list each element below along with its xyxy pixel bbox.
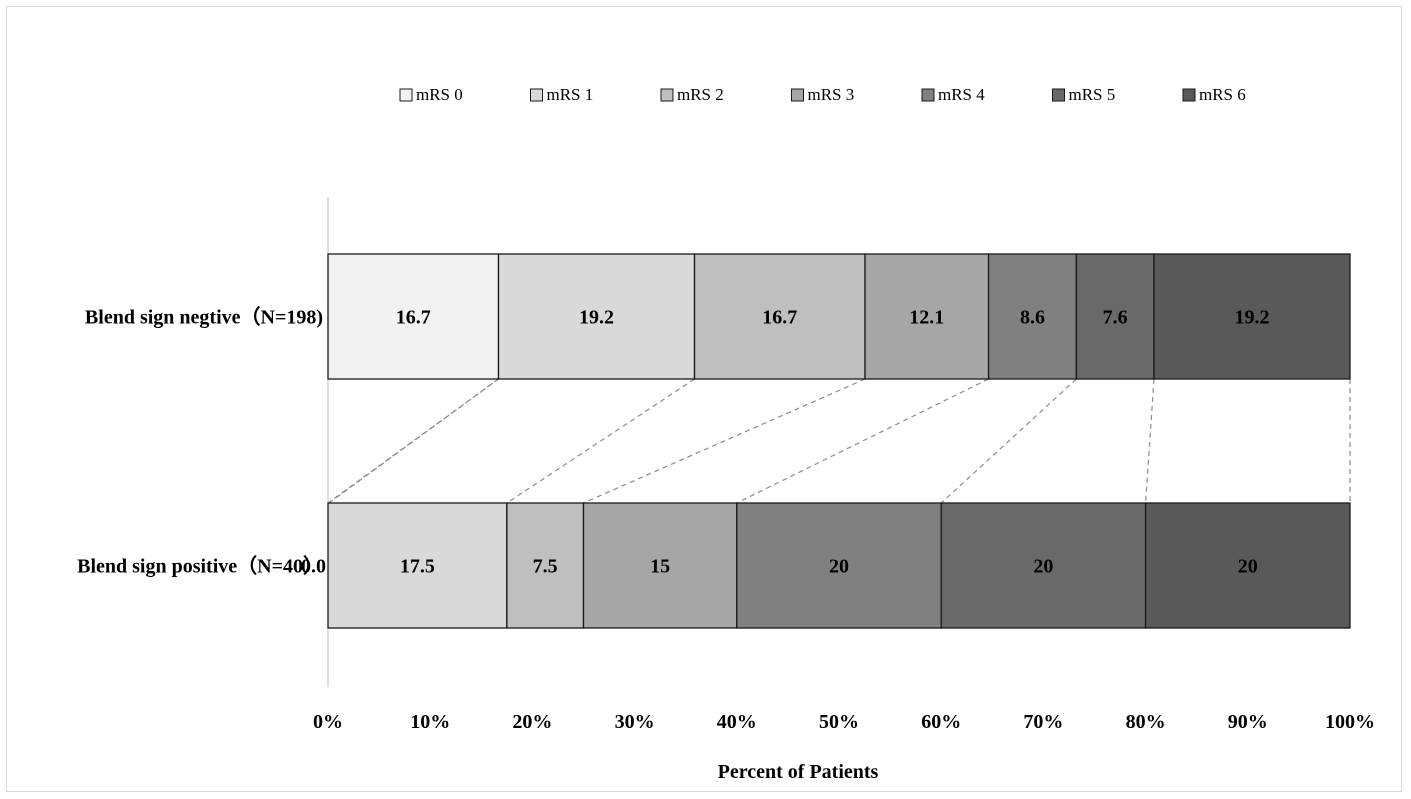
data-label-negative-mrs-0: 16.7: [396, 307, 431, 329]
legend-label-mrs-3: mRS 3: [808, 85, 855, 104]
data-label-negative-mrs-6: 19.2: [1234, 307, 1269, 329]
bar-positive-mrs-2: [506, 502, 585, 629]
legend-swatch-mrs-4: [921, 88, 935, 102]
x-tick-label: 20%: [512, 711, 552, 733]
legend-label-mrs-1: mRS 1: [547, 85, 594, 104]
legend-swatch-mrs-1: [530, 88, 543, 102]
bar-positive-mrs-6: [1144, 502, 1351, 629]
bar-negative-mrs-6: [1153, 253, 1351, 380]
data-label-negative-mrs-1: 19.2: [579, 307, 614, 329]
x-tick-label: 100%: [1325, 711, 1375, 733]
data-label-negative-mrs-2: 16.7: [762, 307, 797, 329]
data-label-positive-mrs-6: 20: [1238, 556, 1258, 578]
legend-label-mrs-6: mRS 6: [1199, 85, 1246, 104]
connector-line-mrs-5: [1145, 378, 1155, 504]
legend-label-mrs-5: mRS 5: [1069, 85, 1116, 104]
connector-line-mrs-2: [583, 378, 866, 504]
x-tick-label: 10%: [410, 711, 450, 733]
data-label-negative-mrs-4: 8.6: [1020, 307, 1045, 329]
legend-label-mrs-2: mRS 2: [677, 85, 724, 104]
x-tick-label: 40%: [717, 711, 757, 733]
legend-swatch-mrs-5: [1052, 88, 1065, 102]
data-label-positive-mrs-4: 20: [829, 556, 849, 578]
connector-line-mrs-1: [506, 378, 695, 504]
legend-label-mrs-4: mRS 4: [938, 85, 985, 104]
legend-swatch-mrs-3: [791, 88, 804, 102]
category-label-negative: Blend sign negtive（N=198): [85, 306, 323, 329]
data-label-positive-mrs-5: 20: [1033, 556, 1053, 578]
bar-negative-mrs-1: [497, 253, 696, 380]
bar-negative-mrs-5: [1075, 253, 1155, 380]
stacked-bar-chart: 16.7 19.2 16.7 12.1 8.6 7.6 19.2 Blend sign neg…: [77, 85, 1375, 783]
legend-label-mrs-0: mRS 0: [416, 85, 463, 104]
bar-negative-mrs-3: [864, 253, 990, 380]
x-tick-label: 0%: [313, 711, 343, 733]
category-label-positive: Blend sign positive（N=40）: [77, 555, 323, 578]
bar-negative-mrs-0: [327, 253, 500, 380]
legend-swatch-mrs-0: [399, 88, 413, 102]
x-tick-label: 90%: [1228, 711, 1268, 733]
x-tick-label: 70%: [1023, 711, 1063, 733]
legend-swatch-mrs-2: [660, 88, 674, 102]
x-tick-label: 30%: [615, 711, 655, 733]
x-axis-title: Percent of Patients: [718, 761, 879, 783]
data-label-positive-mrs-3: 15: [650, 556, 670, 578]
connector-line-mrs-0: [327, 378, 499, 504]
chart-frame: 16.7 19.2 16.7 12.1 8.6 7.6 19.2 Blend sign neg…: [6, 6, 1402, 792]
bar-negative-mrs-2: [693, 253, 866, 380]
x-tick-label: 80%: [1126, 711, 1166, 733]
x-tick-label: 50%: [819, 711, 859, 733]
connector-line-start: [328, 378, 499, 504]
data-label-positive-mrs-1: 17.5: [400, 556, 435, 578]
bar-positive-mrs-1: [327, 502, 508, 629]
data-label-positive-mrs-0: 0.0: [301, 556, 326, 578]
data-label-negative-mrs-3: 12.1: [909, 307, 944, 329]
data-label-positive-mrs-2: 7.5: [533, 556, 558, 578]
bar-positive-mrs-5: [940, 502, 1147, 629]
bar-positive-mrs-3: [582, 502, 738, 629]
data-label-negative-mrs-5: 7.6: [1103, 307, 1128, 329]
x-tick-label: 60%: [921, 711, 961, 733]
connector-line-mrs-4: [940, 378, 1077, 504]
legend-swatch-mrs-6: [1182, 88, 1196, 102]
connector-line-mrs-3: [736, 378, 989, 504]
